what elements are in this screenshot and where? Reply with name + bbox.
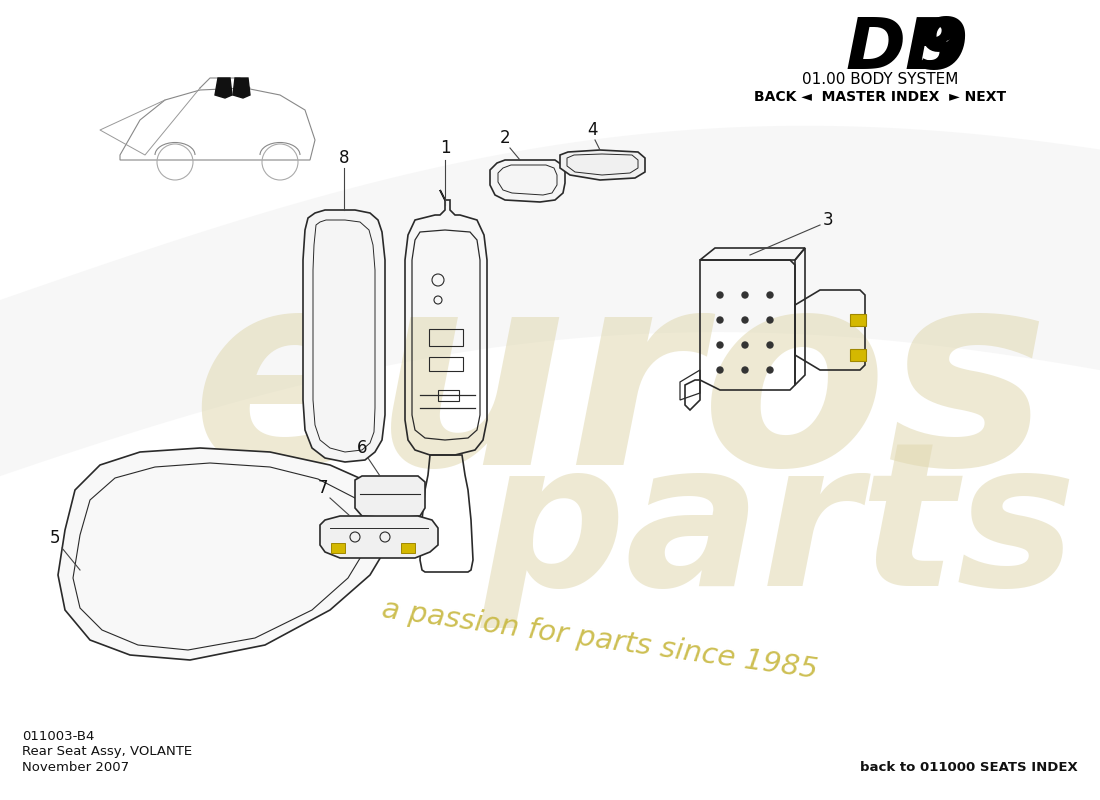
Circle shape: [717, 367, 723, 373]
Text: BACK ◄  MASTER INDEX  ► NEXT: BACK ◄ MASTER INDEX ► NEXT: [754, 90, 1007, 104]
Polygon shape: [490, 160, 565, 202]
Text: parts: parts: [482, 433, 1078, 627]
FancyBboxPatch shape: [331, 543, 345, 553]
Polygon shape: [355, 476, 425, 518]
Text: 3: 3: [823, 211, 834, 229]
Text: Rear Seat Assy, VOLANTE: Rear Seat Assy, VOLANTE: [22, 745, 192, 758]
Text: November 2007: November 2007: [22, 761, 129, 774]
FancyBboxPatch shape: [850, 314, 866, 326]
Polygon shape: [302, 210, 385, 462]
Text: DB: DB: [845, 15, 960, 84]
Circle shape: [767, 292, 773, 298]
Text: 011003-B4: 011003-B4: [22, 730, 95, 743]
Text: back to 011000 SEATS INDEX: back to 011000 SEATS INDEX: [860, 761, 1078, 774]
Circle shape: [742, 292, 748, 298]
Polygon shape: [233, 78, 250, 98]
Text: euros: euros: [191, 259, 1048, 521]
Circle shape: [742, 342, 748, 348]
Text: 4: 4: [586, 121, 597, 139]
FancyBboxPatch shape: [850, 349, 866, 361]
Circle shape: [742, 317, 748, 323]
Text: 8: 8: [339, 149, 350, 167]
Text: 6: 6: [356, 439, 367, 457]
Polygon shape: [560, 150, 645, 180]
Circle shape: [717, 342, 723, 348]
Text: 7: 7: [318, 479, 328, 497]
Circle shape: [717, 292, 723, 298]
Circle shape: [767, 317, 773, 323]
FancyBboxPatch shape: [402, 543, 415, 553]
Text: 5: 5: [50, 529, 60, 547]
Circle shape: [767, 367, 773, 373]
Polygon shape: [214, 78, 232, 98]
Polygon shape: [0, 126, 1100, 476]
Circle shape: [767, 342, 773, 348]
Text: 9: 9: [917, 15, 967, 84]
Text: 1: 1: [440, 139, 450, 157]
Text: 01.00 BODY SYSTEM: 01.00 BODY SYSTEM: [802, 72, 958, 87]
Polygon shape: [58, 448, 390, 660]
Circle shape: [717, 317, 723, 323]
Text: a passion for parts since 1985: a passion for parts since 1985: [381, 595, 820, 685]
Circle shape: [742, 367, 748, 373]
Polygon shape: [320, 516, 438, 558]
Text: 2: 2: [499, 129, 510, 147]
